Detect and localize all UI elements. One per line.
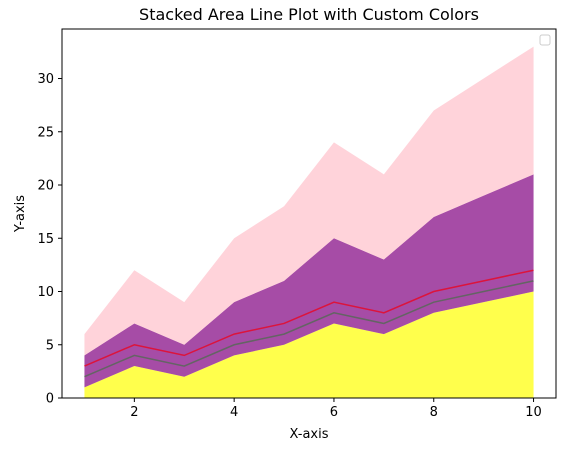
axis-ticks: 2 4 6 8 10 0 5 10 15 20 25 30 bbox=[37, 72, 541, 420]
y-tick-label: 15 bbox=[37, 232, 54, 247]
x-tick-label: 4 bbox=[230, 405, 238, 420]
y-tick-label: 0 bbox=[46, 392, 54, 407]
y-tick-label: 25 bbox=[37, 125, 54, 140]
x-tick-label: 10 bbox=[525, 405, 542, 420]
series-line-7 bbox=[84, 269, 534, 367]
chart-title: Stacked Area Line Plot with Custom Color… bbox=[139, 5, 479, 24]
y-tick-label: 5 bbox=[46, 338, 54, 353]
y-tick-label: 10 bbox=[37, 285, 54, 300]
legend-box bbox=[539, 34, 551, 46]
x-tick-label: 6 bbox=[330, 405, 338, 420]
x-axis-label: X-axis bbox=[290, 427, 329, 442]
series-line-6 bbox=[84, 280, 534, 378]
area-layer-1 bbox=[84, 291, 534, 398]
x-tick-label: 8 bbox=[430, 405, 438, 420]
area-layer-5 bbox=[84, 46, 534, 356]
y-tick-label: 30 bbox=[37, 72, 54, 87]
area-layer-4 bbox=[84, 174, 534, 367]
plot-area bbox=[84, 46, 534, 398]
plot-frame bbox=[61, 28, 557, 399]
x-tick-label: 2 bbox=[130, 405, 138, 420]
y-axis-label: Y-axis bbox=[13, 195, 28, 233]
y-tick-label: 20 bbox=[37, 179, 54, 194]
